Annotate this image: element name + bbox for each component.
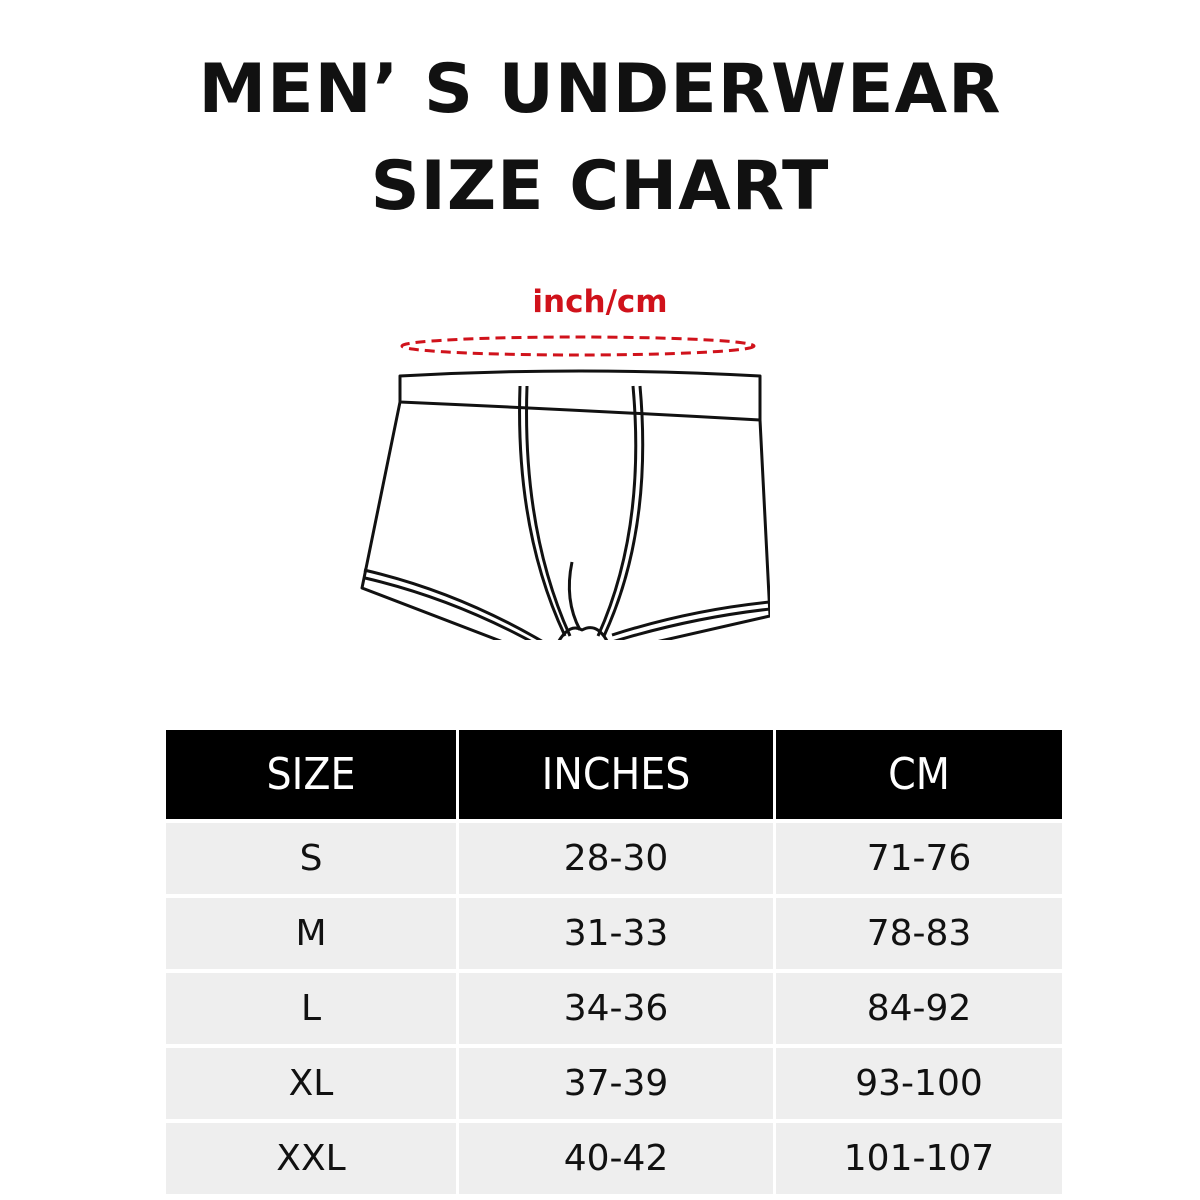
cell-inches: 37-39 bbox=[459, 1048, 773, 1119]
cell-size: S bbox=[166, 823, 456, 894]
cell-cm: 78-83 bbox=[776, 898, 1062, 969]
table-row: L 34-36 84-92 bbox=[166, 973, 1062, 1044]
table-header-row: SIZE INCHES CM bbox=[166, 730, 1062, 819]
cell-cm: 93-100 bbox=[776, 1048, 1062, 1119]
title-line-2: SIZE CHART bbox=[370, 147, 830, 226]
cell-cm: 71-76 bbox=[776, 823, 1062, 894]
unit-label: inch/cm bbox=[532, 284, 668, 320]
table-row: XL 37-39 93-100 bbox=[166, 1048, 1062, 1119]
table-row: XXL 40-42 101-107 bbox=[166, 1123, 1062, 1194]
cell-size: L bbox=[166, 973, 456, 1044]
cell-size: XXL bbox=[166, 1123, 456, 1194]
header-inches: INCHES bbox=[459, 730, 773, 819]
waist-measure-line bbox=[400, 335, 756, 357]
cell-inches: 34-36 bbox=[459, 973, 773, 1044]
boxer-briefs-icon bbox=[360, 335, 770, 640]
cell-size: XL bbox=[166, 1048, 456, 1119]
table-row: M 31-33 78-83 bbox=[166, 898, 1062, 969]
cell-inches: 31-33 bbox=[459, 898, 773, 969]
cell-cm: 101-107 bbox=[776, 1123, 1062, 1194]
cell-inches: 28-30 bbox=[459, 823, 773, 894]
size-table: SIZE INCHES CM S 28-30 71-76 M 31-33 78-83 L 34… bbox=[163, 726, 1065, 1198]
cell-size: M bbox=[166, 898, 456, 969]
title-line-1: MEN’ S UNDERWEAR bbox=[198, 50, 1002, 129]
table-row: S 28-30 71-76 bbox=[166, 823, 1062, 894]
cell-inches: 40-42 bbox=[459, 1123, 773, 1194]
cell-cm: 84-92 bbox=[776, 973, 1062, 1044]
header-size: SIZE bbox=[166, 730, 456, 819]
header-cm: CM bbox=[776, 730, 1062, 819]
